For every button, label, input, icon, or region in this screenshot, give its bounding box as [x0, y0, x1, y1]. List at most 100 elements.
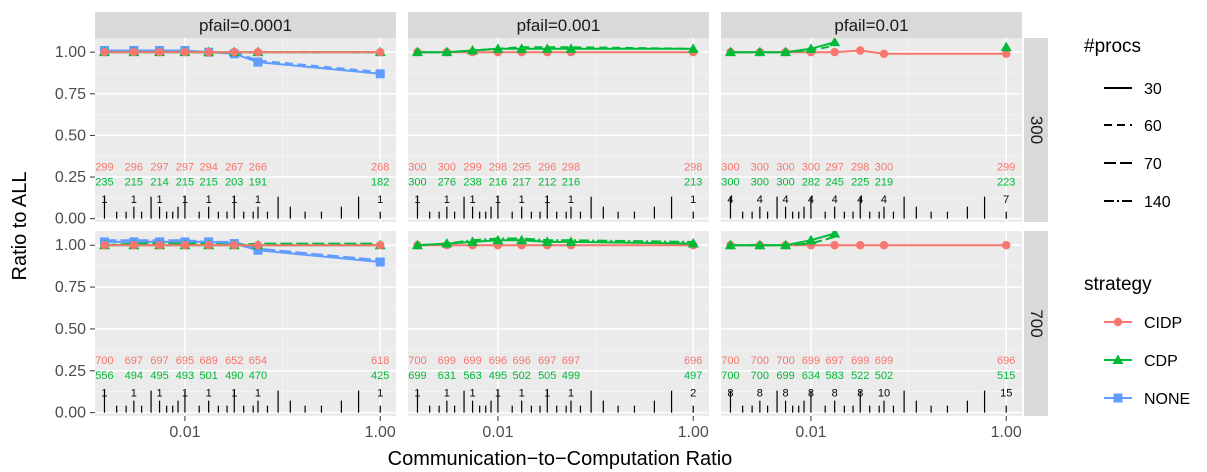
- count-label-cidp: 300: [875, 161, 893, 173]
- count-label-cidp: 300: [751, 161, 769, 173]
- panel: 299 235 1 296 215 1 297 214 1 297 215 1 294 215 1 267 20…: [95, 38, 396, 222]
- column-strip-label: pfail=0.01: [834, 16, 908, 35]
- count-label-cdp: 216: [489, 176, 507, 188]
- point-marker: [1002, 241, 1011, 250]
- legend-item-label: CDP: [1144, 353, 1178, 370]
- count-label-cidp: 299: [95, 161, 113, 173]
- series-line: [730, 235, 835, 247]
- point-marker: [155, 47, 164, 57]
- series-line: [417, 46, 694, 54]
- count-label-cidp: 294: [199, 161, 217, 173]
- count-label-none: 1: [377, 388, 383, 400]
- count-label-cdp: 490: [225, 370, 243, 382]
- count-label-cidp: 298: [562, 161, 580, 173]
- count-label-cdp: 238: [463, 176, 481, 188]
- panel-background: [721, 231, 1022, 416]
- point-marker: [230, 241, 239, 250]
- count-label-cdp: 235: [95, 176, 113, 188]
- count-label-none: 1: [182, 194, 188, 206]
- count-label-cdp: 223: [997, 176, 1015, 188]
- count-label-cdp: 505: [538, 370, 556, 382]
- point-marker: [829, 38, 841, 47]
- count-label-cidp: 300: [721, 161, 739, 173]
- count-label-cdp: 215: [125, 176, 143, 188]
- count-label-cdp: 495: [150, 370, 168, 382]
- point-marker: [565, 43, 577, 53]
- count-label-none: 4: [881, 194, 887, 206]
- legend-item-label: 30: [1144, 81, 1162, 98]
- count-label-cidp: 298: [684, 161, 702, 173]
- count-label-cidp: 695: [176, 355, 194, 367]
- count-label-none: 4: [808, 194, 814, 206]
- y-tick-label: 0.00: [55, 405, 86, 422]
- series-line: [417, 239, 694, 247]
- count-label-none: 1: [182, 388, 188, 400]
- count-label-cdp: 470: [249, 370, 267, 382]
- panel-background: [95, 231, 396, 416]
- point-marker: [376, 47, 385, 57]
- y-tick-label: 0.25: [55, 169, 86, 186]
- count-label-cidp: 268: [371, 161, 389, 173]
- count-label-cdp: 215: [176, 176, 194, 188]
- point-marker: [687, 238, 699, 248]
- count-label-cdp: 522: [851, 370, 869, 382]
- count-label-none: 8: [727, 388, 733, 400]
- point-marker: [253, 245, 263, 255]
- count-label-cidp: 696: [512, 355, 530, 367]
- count-label-cidp: 697: [825, 355, 843, 367]
- count-label-cidp: 267: [225, 161, 243, 173]
- count-label-cidp: 700: [751, 355, 769, 367]
- y-axis-title: Ratio to ALL: [9, 172, 31, 281]
- x-tick-label: 0.01: [169, 424, 200, 441]
- count-label-cidp: 300: [776, 161, 794, 173]
- count-label-cdp: 499: [562, 370, 580, 382]
- point-marker: [829, 231, 841, 238]
- panel-background: [408, 38, 709, 222]
- point-marker: [754, 239, 766, 250]
- count-label-none: 1: [519, 194, 525, 206]
- series-group: [411, 234, 699, 250]
- x-tick-label: 1.00: [678, 424, 709, 441]
- count-label-none: 1: [544, 194, 550, 206]
- count-label-cdp: 300: [751, 176, 769, 188]
- count-label-cdp: 700: [751, 370, 769, 382]
- count-label-cidp: 300: [438, 161, 456, 173]
- x-tick-label: 1.00: [365, 424, 396, 441]
- count-label-cidp: 697: [562, 355, 580, 367]
- point-marker: [375, 69, 385, 79]
- count-label-none: 1: [157, 388, 163, 400]
- column-strip-label: pfail=0.0001: [199, 16, 292, 35]
- count-label-cidp: 299: [997, 161, 1015, 173]
- legend-item-label: CIDP: [1144, 315, 1182, 332]
- count-label-cidp: 300: [408, 161, 426, 173]
- point-marker: [100, 241, 109, 250]
- count-label-cidp: 699: [875, 355, 893, 367]
- point-marker: [253, 47, 263, 57]
- count-label-none: 1: [206, 388, 212, 400]
- count-label-cidp: 300: [802, 161, 820, 173]
- count-label-cdp: 634: [802, 370, 820, 382]
- count-label-none: 4: [783, 194, 789, 206]
- count-label-cidp: 700: [95, 355, 113, 367]
- count-label-cdp: 700: [721, 370, 739, 382]
- count-label-cidp: 654: [249, 355, 267, 367]
- point-marker: [180, 241, 190, 250]
- column-strip: [95, 12, 396, 38]
- point-marker: [805, 43, 817, 53]
- count-label-cdp: 631: [438, 370, 456, 382]
- count-label-none: 8: [757, 388, 763, 400]
- series-group: [98, 45, 386, 79]
- legend-item-label: 70: [1144, 156, 1162, 173]
- count-label-cidp: 700: [408, 355, 426, 367]
- series-group: [724, 231, 1011, 250]
- count-label-cdp: 215: [199, 176, 217, 188]
- count-label-cidp: 297: [150, 161, 168, 173]
- point-marker: [129, 47, 139, 57]
- point-marker: [724, 239, 736, 250]
- count-label-cdp: 556: [95, 370, 113, 382]
- point-marker: [856, 241, 865, 250]
- count-label-cdp: 425: [371, 370, 389, 382]
- count-label-cdp: 212: [538, 176, 556, 188]
- y-tick-label: 0.00: [55, 211, 86, 228]
